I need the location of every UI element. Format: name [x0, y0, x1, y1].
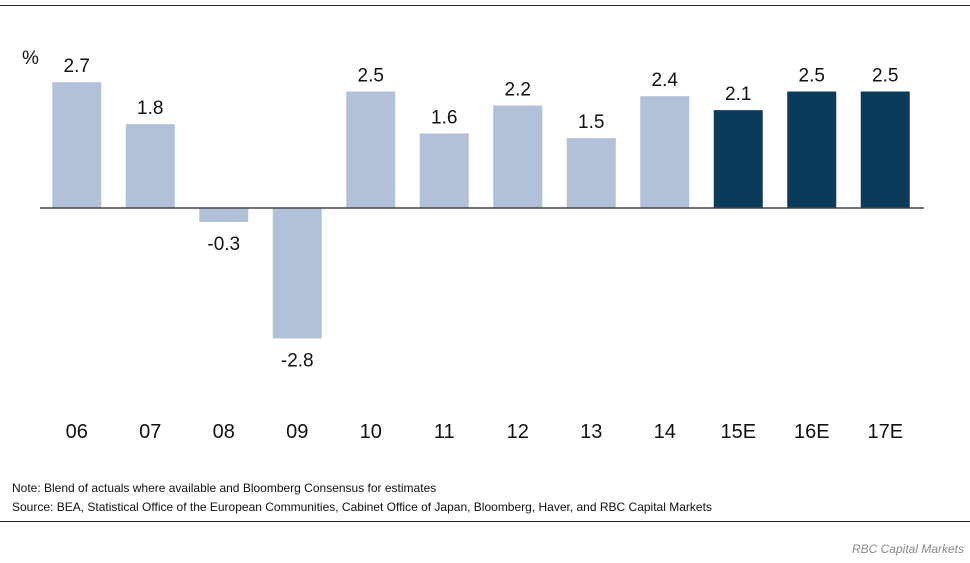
bar-10	[346, 91, 396, 208]
value-label-09: -2.8	[281, 350, 314, 371]
bar-14	[640, 96, 690, 208]
x-tick-label-08: 08	[213, 421, 235, 443]
value-label-07: 1.8	[137, 98, 163, 119]
bar-12	[493, 105, 543, 208]
x-tick-label-07: 07	[139, 421, 161, 443]
value-label-13: 1.5	[578, 112, 604, 133]
value-label-17E: 2.5	[872, 66, 898, 87]
note-text: Note: Blend of actuals where available a…	[12, 481, 437, 495]
value-label-08: -0.3	[207, 234, 240, 255]
value-label-11: 1.6	[431, 107, 457, 128]
bottom-rule	[0, 521, 970, 522]
x-tick-label-14: 14	[654, 421, 676, 443]
value-label-12: 2.2	[505, 79, 531, 100]
top-rule	[0, 5, 970, 6]
value-label-14: 2.4	[652, 70, 679, 91]
x-tick-label-15E: 15E	[720, 421, 756, 443]
x-tick-label-13: 13	[580, 421, 602, 443]
x-tick-label-11: 11	[434, 421, 455, 443]
x-tick-label-06: 06	[66, 421, 88, 443]
x-tick-label-09: 09	[286, 421, 308, 443]
bar-08	[199, 208, 249, 222]
value-label-16E: 2.5	[799, 66, 825, 87]
bar-07	[125, 124, 175, 208]
chart-notes: Note: Blend of actuals where available a…	[12, 479, 712, 517]
source-text: Source: BEA, Statistical Office of the E…	[12, 500, 712, 514]
bar-11	[419, 133, 469, 208]
bars-group	[52, 82, 910, 339]
value-label-10: 2.5	[358, 66, 384, 87]
credit-text: RBC Capital Markets	[851, 542, 964, 556]
bar-15E	[713, 110, 763, 208]
x-tick-label-10: 10	[360, 421, 382, 443]
value-labels-group: 2.7 1.8 -0.3 -2.8 2.5 1.6 2.2 1.5 2.4 2.1 2.5 2.5	[64, 56, 899, 371]
x-tick-label-16E: 16E	[794, 421, 830, 443]
unit-label: %	[22, 48, 39, 69]
x-tick-label-17E: 17E	[867, 421, 903, 443]
bar-16E	[787, 91, 837, 208]
value-label-06: 2.7	[64, 56, 90, 77]
bar-17E	[860, 91, 910, 208]
value-label-15E: 2.1	[725, 84, 751, 105]
bar-06	[52, 82, 102, 208]
bar-chart: % 2.7 1.8 -0.3 -2.8 2.5 1.6 2.2 1.5 2.4 2.1 2.5 2.5…	[22, 48, 924, 443]
x-tick-labels-group: 06 07 08 09 10 11 12 13 14 15E 16E 17E	[66, 421, 903, 443]
bar-09	[272, 208, 322, 339]
bar-13	[566, 138, 616, 208]
x-tick-label-12: 12	[507, 421, 529, 443]
